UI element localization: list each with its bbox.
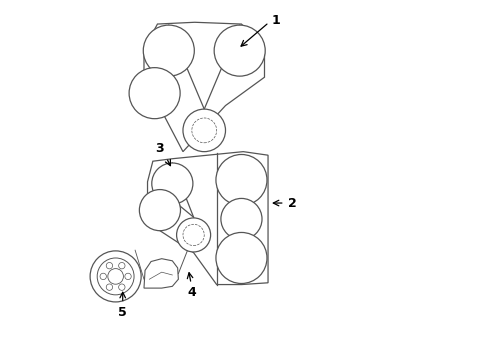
Text: 5: 5	[119, 306, 127, 319]
Circle shape	[119, 262, 125, 269]
Circle shape	[176, 218, 211, 252]
Circle shape	[108, 269, 123, 284]
Circle shape	[129, 68, 180, 119]
Text: 4: 4	[188, 286, 196, 299]
Circle shape	[216, 233, 267, 283]
Circle shape	[139, 190, 180, 231]
Circle shape	[216, 154, 267, 206]
Circle shape	[90, 251, 141, 302]
Text: 3: 3	[155, 142, 164, 155]
Circle shape	[183, 224, 204, 246]
Circle shape	[100, 273, 106, 280]
Circle shape	[106, 262, 113, 269]
Circle shape	[119, 284, 125, 291]
Circle shape	[97, 258, 134, 295]
Text: 1: 1	[271, 14, 280, 27]
Circle shape	[183, 109, 225, 152]
Circle shape	[106, 284, 113, 291]
Circle shape	[192, 118, 217, 143]
Text: 2: 2	[288, 197, 296, 210]
Circle shape	[214, 25, 265, 76]
Circle shape	[143, 25, 195, 76]
Circle shape	[152, 163, 193, 204]
Circle shape	[125, 273, 131, 280]
Circle shape	[221, 198, 262, 239]
